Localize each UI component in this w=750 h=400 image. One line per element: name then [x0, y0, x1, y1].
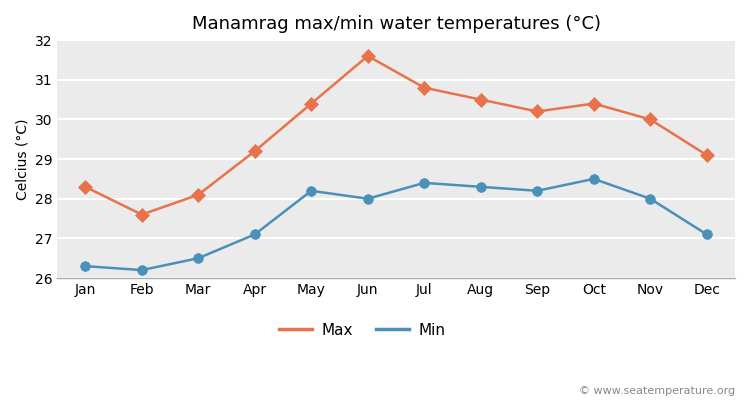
Text: © www.seatemperature.org: © www.seatemperature.org: [579, 386, 735, 396]
Y-axis label: Celcius (°C): Celcius (°C): [15, 118, 29, 200]
Title: Manamrag max/min water temperatures (°C): Manamrag max/min water temperatures (°C): [191, 15, 601, 33]
Legend: Max, Min: Max, Min: [272, 316, 452, 344]
